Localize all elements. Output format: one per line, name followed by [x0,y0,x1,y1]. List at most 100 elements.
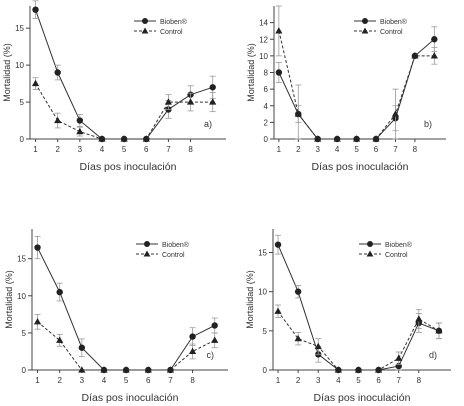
legend-marker-circle [362,18,368,24]
x-tick-label: 8 [417,376,422,385]
data-point-triangle [352,135,361,142]
data-point-triangle [411,52,419,59]
data-point-triangle [333,135,341,142]
data-point-triangle [188,347,197,355]
data-point-circle [54,69,61,76]
x-tick-label: 3 [316,145,321,154]
legend: Bioben® Control [354,18,408,36]
data-point-triangle [209,98,217,105]
series-control [31,77,217,142]
series-line [37,247,215,371]
data-point-circle [211,322,218,329]
data-point-triangle [294,334,302,342]
x-tick-label: 7 [168,376,173,385]
y-tick-label: 2 [264,118,269,127]
y-tick-label: 15 [258,249,267,258]
data-point-triangle [33,317,42,325]
data-point-triangle [186,98,195,105]
y-tick-label: 8 [264,69,269,78]
legend: Bioben® Control [136,241,190,259]
x-tick-label: 7 [166,145,171,154]
x-tick-label: 6 [146,376,151,385]
series-control [274,304,443,373]
legend-label: Bioben® [162,241,190,249]
series-line [278,38,435,140]
legend-marker-circle [142,18,148,24]
y-tick-label: 4 [264,102,269,111]
legend-marker-triangle [366,250,374,257]
data-point-triangle [211,336,219,343]
data-point-triangle [314,135,322,142]
data-point-triangle [76,127,84,135]
y-tick-label: 10 [258,288,267,297]
data-point-triangle [372,135,380,142]
data-point-triangle [314,342,322,350]
data-point-circle [32,6,39,13]
panel-label: a) [204,119,212,129]
x-tick-label: 5 [356,376,361,385]
x-tick-label: 6 [374,145,379,154]
x-tick-label: 6 [144,145,149,154]
data-point-circle [34,244,41,251]
x-tick-label: 6 [376,376,381,385]
series-line [37,321,215,371]
y-tick-label: 5 [22,329,27,338]
y-tick-label: 6 [264,85,269,94]
data-point-triangle [334,366,342,373]
x-tick-label: 4 [100,145,105,154]
data-point-triangle [100,366,108,373]
panel-label: d) [429,350,437,360]
series-line [35,83,213,140]
data-point-triangle [164,98,173,105]
y-tick-label: 10 [15,61,24,70]
series-line [277,244,440,371]
y-tick-label: 15 [17,255,26,264]
y-tick-label: 0 [263,366,268,375]
data-point-circle [76,117,84,124]
data-point-triangle [274,307,282,314]
data-point-circle [78,344,86,351]
x-tick-label: 1 [33,145,38,154]
data-point-triangle [435,327,443,334]
legend-label: Control [160,29,183,36]
series-line [35,9,213,140]
data-point-circle [294,288,302,295]
x-tick-label: 5 [354,145,359,154]
legend: Bioben® Control [359,241,413,259]
x-tick-label: 8 [188,145,193,154]
data-point-triangle [294,110,302,117]
legend: Bioben® Control [134,18,188,36]
data-point-triangle [122,366,130,373]
data-point-circle [209,84,216,91]
data-point-triangle [120,135,128,142]
series-bioben [274,234,443,374]
data-point-triangle [430,52,438,59]
data-point-circle [274,241,282,248]
data-point-triangle [415,315,423,322]
series-line [278,30,435,140]
series-control [275,5,438,142]
data-point-triangle [31,79,40,87]
legend-marker-triangle [143,250,151,257]
panel-label: c) [207,350,215,360]
data-point-triangle [395,354,403,361]
data-point-triangle [354,366,363,373]
data-point-triangle [391,110,400,117]
x-tick-label: 4 [336,376,341,385]
x-axis-title: Días pos inoculación [312,161,409,173]
series-bioben [275,26,438,143]
chart-panel-3: 0 5 10 15 1 2 3 4 5 6 7 8 Días pos inoculación Mortal… [4,229,228,404]
y-tick-label: 0 [22,366,27,375]
legend-label: Control [385,252,408,259]
y-axis-title: Mortalidad (%) [4,270,14,329]
y-tick-label: 15 [15,24,24,33]
legend-marker-triangle [141,27,149,34]
x-tick-label: 5 [124,376,129,385]
y-tick-label: 5 [263,327,268,336]
x-tick-label: 7 [396,376,401,385]
y-tick-label: 5 [20,98,25,107]
y-tick-label: 0 [20,135,25,144]
panel-label: b) [424,119,432,129]
legend-label: Control [380,29,403,36]
